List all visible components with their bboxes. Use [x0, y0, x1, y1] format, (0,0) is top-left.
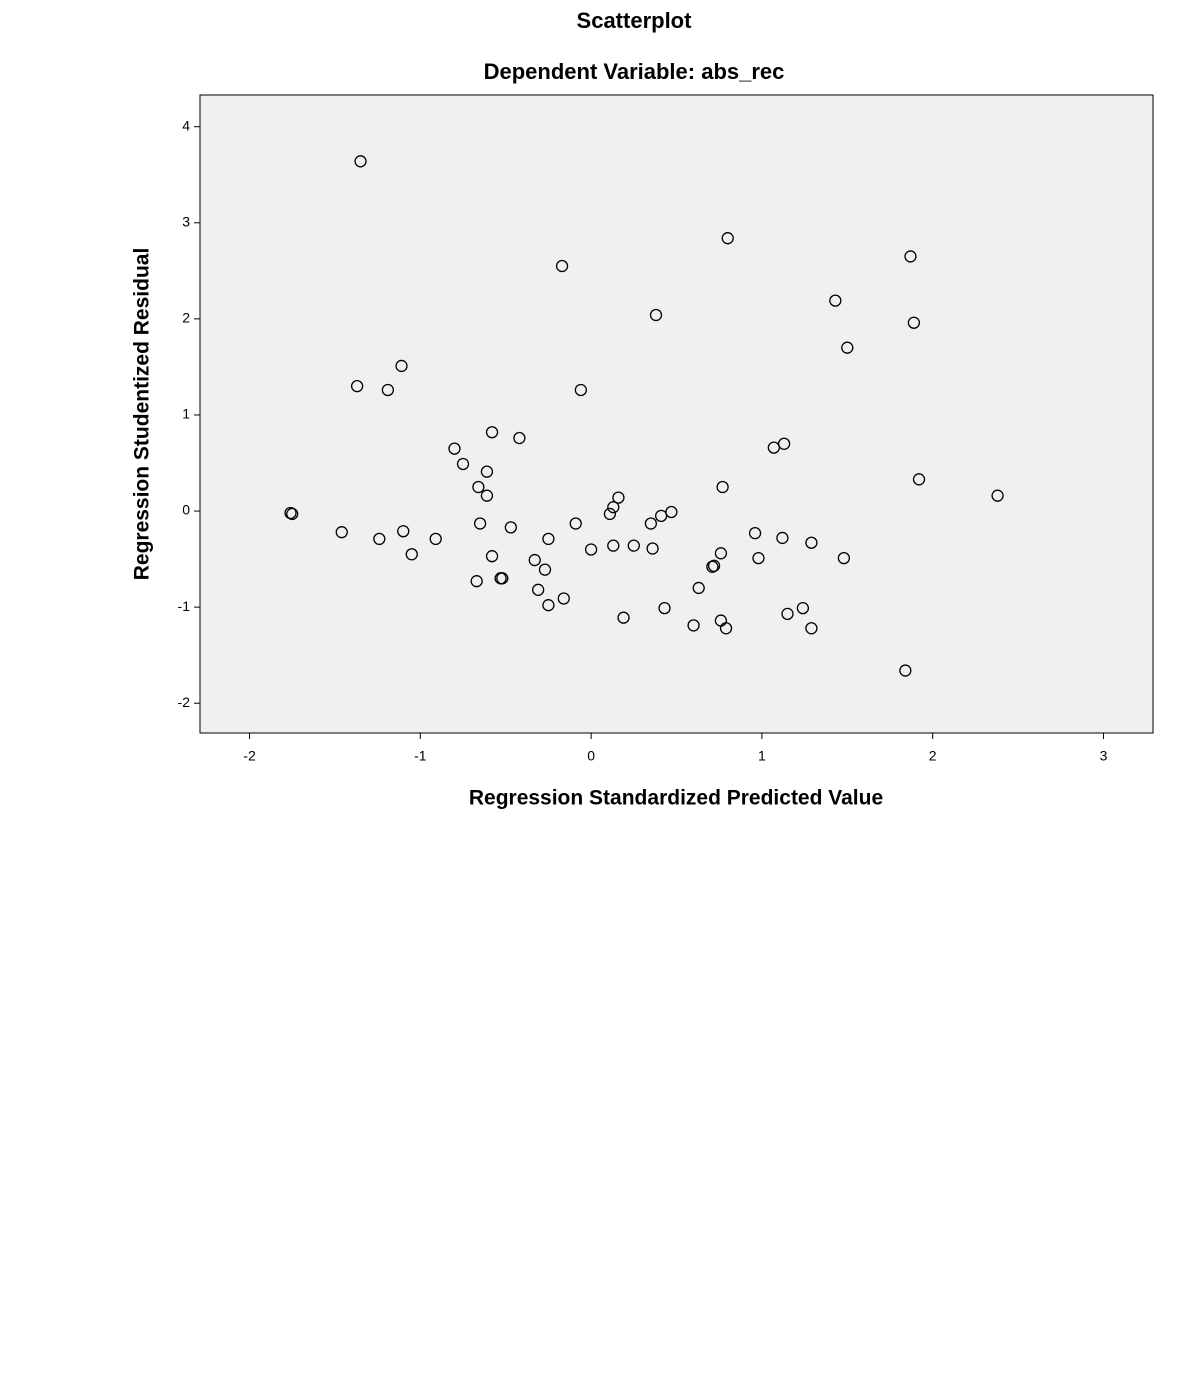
- point: [714, 547, 728, 560]
- point: [395, 359, 408, 373]
- point: [574, 383, 588, 397]
- point: [532, 583, 545, 596]
- point: [805, 622, 818, 635]
- chart-title: Scatterplot: [577, 8, 693, 33]
- point: [470, 575, 483, 588]
- point: [456, 457, 470, 471]
- x-tick-label: -2: [243, 748, 256, 764]
- x-axis-label: Regression Standardized Predicted Value: [469, 787, 883, 810]
- point: [542, 599, 555, 612]
- point: [607, 501, 620, 514]
- point: [649, 308, 663, 322]
- point: [805, 536, 818, 549]
- point: [644, 517, 658, 530]
- point: [796, 601, 810, 615]
- point: [748, 526, 762, 540]
- point: [907, 316, 921, 329]
- point: [706, 560, 719, 573]
- point: [603, 507, 617, 521]
- y-tick-label: 4: [182, 117, 190, 133]
- point: [538, 563, 552, 576]
- point: [485, 550, 499, 563]
- point: [335, 526, 348, 539]
- point: [429, 532, 442, 546]
- point: [480, 465, 494, 478]
- point: [904, 250, 917, 263]
- point: [373, 532, 386, 546]
- point: [687, 619, 700, 632]
- point: [584, 543, 598, 556]
- y-tick-label: 0: [182, 502, 190, 518]
- point: [781, 607, 794, 621]
- plot-area: [199, 94, 1154, 734]
- point: [752, 551, 765, 565]
- point: [472, 480, 485, 494]
- x-tick-label: -1: [414, 748, 427, 764]
- chart-subtitle: Dependent Variable: abs_rec: [484, 59, 785, 84]
- point: [350, 379, 364, 393]
- point: [557, 592, 570, 605]
- point: [719, 622, 733, 635]
- point: [899, 664, 912, 677]
- point: [513, 431, 526, 445]
- point: [473, 517, 487, 530]
- point: [658, 601, 671, 615]
- point: [776, 531, 789, 545]
- point: [607, 539, 620, 552]
- point: [721, 232, 734, 245]
- point: [912, 473, 926, 486]
- point: [707, 559, 721, 572]
- point: [397, 525, 410, 538]
- y-tick-label: -1: [178, 598, 191, 614]
- point: [381, 383, 395, 397]
- y-tick-label: 3: [182, 213, 190, 229]
- point: [767, 441, 780, 454]
- point: [692, 581, 705, 595]
- point: [480, 489, 494, 502]
- point: [646, 542, 659, 555]
- point: [284, 506, 297, 520]
- y-tick-label: 2: [182, 310, 190, 326]
- point: [837, 551, 851, 565]
- point: [654, 509, 668, 522]
- point: [448, 442, 461, 455]
- y-tick-label: -2: [178, 694, 191, 710]
- point: [829, 294, 842, 307]
- x-tick-label: 0: [587, 748, 595, 764]
- point: [504, 521, 517, 534]
- point: [569, 517, 582, 530]
- point: [496, 572, 509, 585]
- point: [627, 539, 640, 552]
- point: [617, 611, 630, 624]
- y-tick-label: 1: [182, 406, 190, 422]
- point: [542, 532, 555, 546]
- point: [405, 548, 418, 561]
- point: [841, 341, 854, 354]
- point: [528, 553, 541, 567]
- point: [991, 489, 1004, 502]
- y-axis-label: Regression Studentized Residual: [131, 248, 154, 581]
- point: [286, 507, 299, 521]
- x-tick-label: 1: [758, 748, 766, 764]
- point: [612, 491, 625, 504]
- point: [555, 259, 569, 273]
- point: [485, 426, 499, 439]
- point: [354, 155, 367, 168]
- x-tick-label: 2: [929, 748, 937, 764]
- point: [716, 480, 729, 494]
- x-tick-label: 3: [1100, 748, 1108, 764]
